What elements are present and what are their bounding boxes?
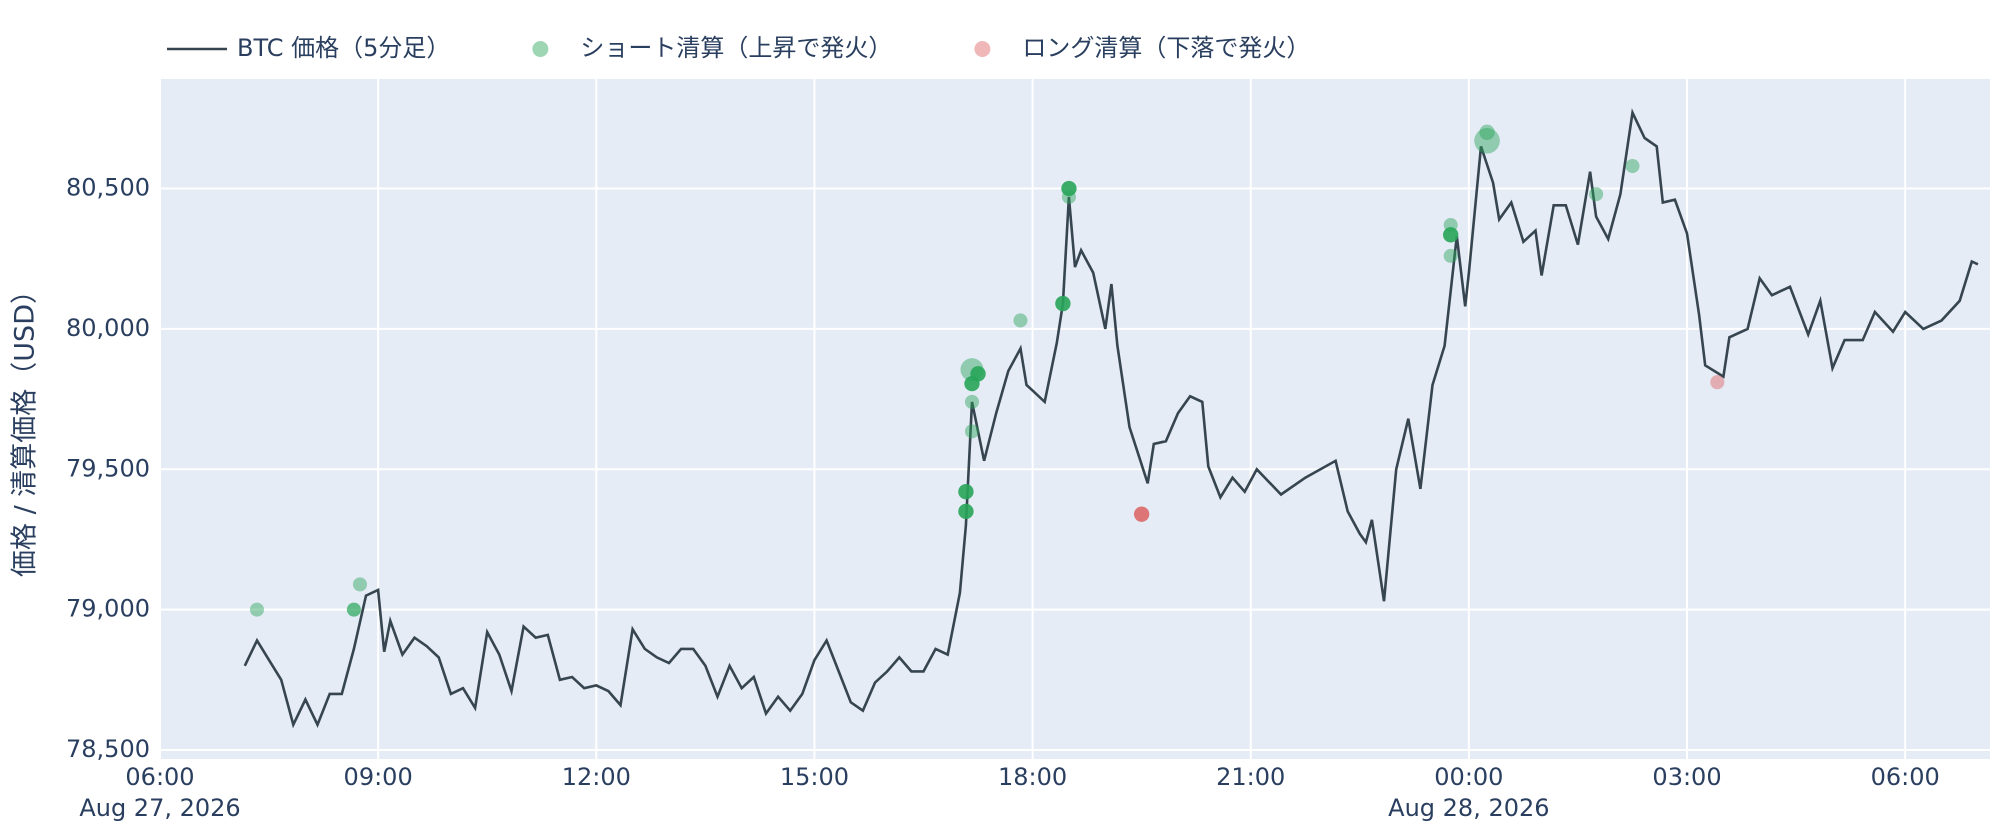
- x-tick-label: 15:00: [780, 763, 849, 791]
- liquidation-marker: [958, 503, 974, 520]
- liquidation-marker: [1589, 187, 1604, 202]
- x-tick-label: 18:00: [998, 763, 1067, 791]
- legend-label: ショート清算（上昇で発火）: [580, 34, 892, 62]
- liquidation-marker: [1625, 158, 1640, 174]
- liquidation-marker: [1474, 127, 1500, 154]
- x-tick-date: Aug 27, 2026: [79, 794, 240, 822]
- x-tick-label: 12:00: [562, 763, 631, 791]
- y-tick-label: 79,000: [66, 595, 150, 623]
- liquidation-marker: [1710, 375, 1725, 390]
- y-tick-label: 78,500: [66, 735, 150, 763]
- liquidation-marker: [964, 394, 980, 409]
- liquidation-marker: [352, 577, 368, 592]
- liquidation-marker: [1061, 180, 1077, 197]
- liquidation-marker: [249, 602, 264, 617]
- legend-label: ロング清算（下落で発火）: [1022, 34, 1310, 62]
- liquidation-marker: [346, 602, 361, 617]
- liquidation-marker: [970, 366, 986, 382]
- x-tick-label: 21:00: [1216, 763, 1285, 791]
- y-tick-label: 79,500: [66, 454, 150, 482]
- liquidation-marker: [1479, 124, 1495, 141]
- y-axis-title: 価格 / 清算価格（USD）: [10, 277, 41, 577]
- liquidation-marker: [1443, 248, 1458, 263]
- legend-marker: [974, 41, 991, 57]
- x-tick-date: Aug 28, 2026: [1388, 794, 1549, 822]
- x-tick-label: 03:00: [1652, 763, 1721, 791]
- plot-background: [160, 79, 1990, 759]
- price-line: [243, 108, 1979, 729]
- y-tick-label: 80,000: [66, 314, 150, 342]
- x-tick-label: 06:00: [125, 763, 194, 791]
- x-tick-label: 00:00: [1434, 763, 1503, 791]
- liquidation-marker: [1133, 506, 1150, 522]
- x-tick-label: 09:00: [344, 763, 413, 791]
- liquidation-marker: [1055, 295, 1071, 312]
- liquidation-marker: [964, 424, 980, 439]
- y-tick-label: 80,500: [66, 173, 150, 201]
- liquidation-marker: [1443, 227, 1459, 243]
- liquidation-marker: [1013, 313, 1028, 328]
- liquidation-marker: [958, 484, 974, 500]
- x-tick-label: 06:00: [1871, 763, 1940, 791]
- legend-label: BTC 価格（5分足）: [237, 34, 450, 62]
- legend-marker: [532, 41, 549, 57]
